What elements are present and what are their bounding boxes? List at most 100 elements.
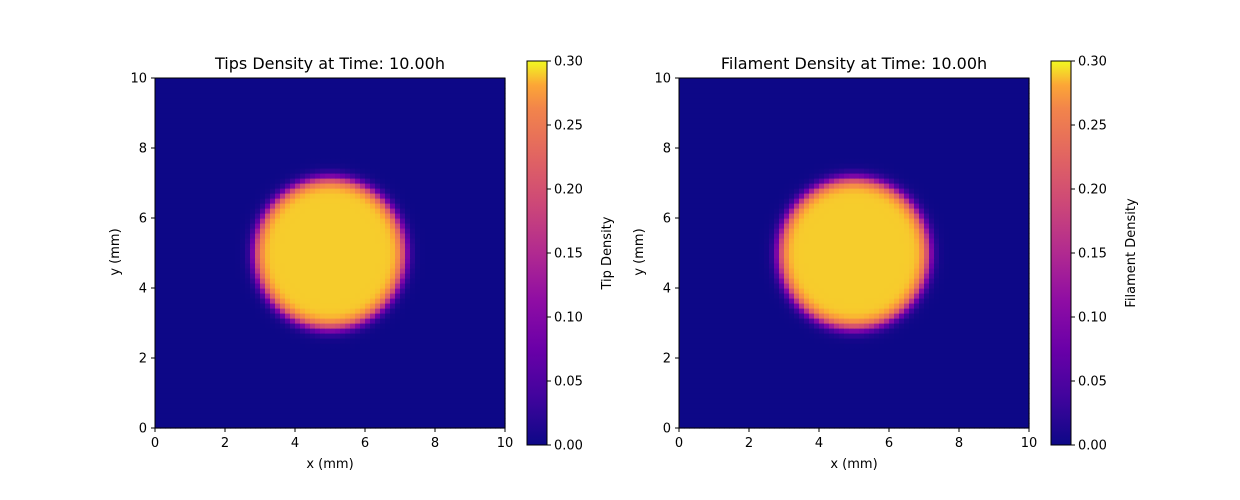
heatmap-cell	[435, 288, 441, 294]
heatmap-cell	[225, 278, 231, 284]
heatmap-cell	[185, 253, 191, 259]
heatmap-cell	[380, 98, 386, 104]
heatmap-cell	[465, 338, 471, 344]
heatmap-cell	[260, 343, 266, 349]
heatmap-cell	[470, 98, 476, 104]
heatmap-cell	[390, 143, 396, 149]
heatmap-cell	[365, 198, 371, 204]
heatmap-cell	[275, 223, 281, 229]
heatmap-cell	[385, 93, 391, 99]
heatmap-cell	[175, 298, 181, 304]
heatmap-cell	[330, 138, 336, 144]
heatmap-cell	[490, 78, 496, 84]
heatmap-cell	[255, 213, 261, 219]
heatmap-cell	[260, 288, 266, 294]
heatmap-cell	[220, 133, 226, 139]
heatmap-cell	[265, 208, 271, 214]
heatmap-cell	[435, 348, 441, 354]
heatmap-cell	[460, 393, 466, 399]
heatmap-cell	[185, 158, 191, 164]
heatmap-cell	[190, 298, 196, 304]
heatmap-cell	[420, 353, 426, 359]
heatmap-cell	[490, 423, 496, 429]
heatmap-cell	[495, 373, 501, 379]
heatmap-cell	[395, 273, 401, 279]
heatmap-cell	[370, 138, 376, 144]
heatmap-cell	[450, 183, 456, 189]
heatmap-cell	[380, 153, 386, 159]
heatmap-cell	[310, 173, 316, 179]
heatmap-cell	[390, 398, 396, 404]
heatmap-cell	[250, 393, 256, 399]
heatmap-cell	[375, 208, 381, 214]
heatmap-cell	[370, 163, 376, 169]
heatmap-cell	[235, 163, 241, 169]
heatmap-cell	[495, 278, 501, 284]
heatmap-cell	[355, 158, 361, 164]
heatmap-cell	[185, 153, 191, 159]
heatmap-cell	[455, 278, 461, 284]
heatmap-cell	[215, 213, 221, 219]
heatmap-cell	[345, 333, 351, 339]
heatmap-cell	[330, 368, 336, 374]
heatmap-cell	[415, 248, 421, 254]
heatmap-cell	[225, 253, 231, 259]
heatmap-cell	[475, 358, 481, 364]
heatmap-cell	[370, 248, 376, 254]
heatmap-cell	[330, 358, 336, 364]
heatmap-cell	[210, 363, 216, 369]
heatmap-cell	[285, 188, 291, 194]
heatmap-cell	[250, 93, 256, 99]
heatmap-cell	[335, 78, 341, 84]
heatmap-cell	[385, 303, 391, 309]
heatmap-cell	[445, 393, 451, 399]
heatmap-cell	[170, 228, 176, 234]
heatmap-cell	[380, 258, 386, 264]
heatmap-cell	[475, 118, 481, 124]
heatmap-cell	[255, 168, 261, 174]
heatmap-cell	[295, 288, 301, 294]
heatmap-cell	[385, 333, 391, 339]
heatmap-cell	[415, 98, 421, 104]
heatmap-cell	[245, 378, 251, 384]
heatmap-cell	[310, 383, 316, 389]
heatmap-cell	[230, 168, 236, 174]
heatmap-cell	[265, 128, 271, 134]
heatmap-cell	[250, 413, 256, 419]
heatmap-cell	[425, 403, 431, 409]
heatmap-cell	[430, 143, 436, 149]
heatmap-cell	[165, 193, 171, 199]
heatmap-cell	[365, 408, 371, 414]
heatmap-cell	[255, 188, 261, 194]
heatmap-cell	[270, 253, 276, 259]
heatmap-cell	[465, 113, 471, 119]
heatmap-cell	[480, 423, 486, 429]
heatmap-cell	[465, 78, 471, 84]
heatmap-cell	[380, 93, 386, 99]
heatmap-cell	[275, 78, 281, 84]
heatmap-cell	[200, 368, 206, 374]
heatmap-cell	[370, 318, 376, 324]
heatmap-cell	[450, 318, 456, 324]
heatmap-cell	[415, 263, 421, 269]
heatmap-cell	[240, 228, 246, 234]
heatmap-cell	[450, 288, 456, 294]
heatmap-cell	[390, 158, 396, 164]
heatmap-cell	[445, 158, 451, 164]
heatmap-cell	[420, 213, 426, 219]
heatmap-cell	[160, 293, 166, 299]
heatmap-cell	[480, 208, 486, 214]
heatmap-cell	[465, 333, 471, 339]
heatmap-cell	[180, 398, 186, 404]
heatmap-cell	[265, 248, 271, 254]
heatmap-cell	[225, 293, 231, 299]
heatmap-cell	[435, 163, 441, 169]
heatmap-cell	[205, 278, 211, 284]
heatmap-cell	[470, 253, 476, 259]
heatmap-cell	[260, 363, 266, 369]
heatmap-cell	[225, 173, 231, 179]
heatmap-cell	[410, 123, 416, 129]
heatmap-cell	[435, 178, 441, 184]
heatmap-cell	[305, 378, 311, 384]
heatmap-cell	[315, 393, 321, 399]
